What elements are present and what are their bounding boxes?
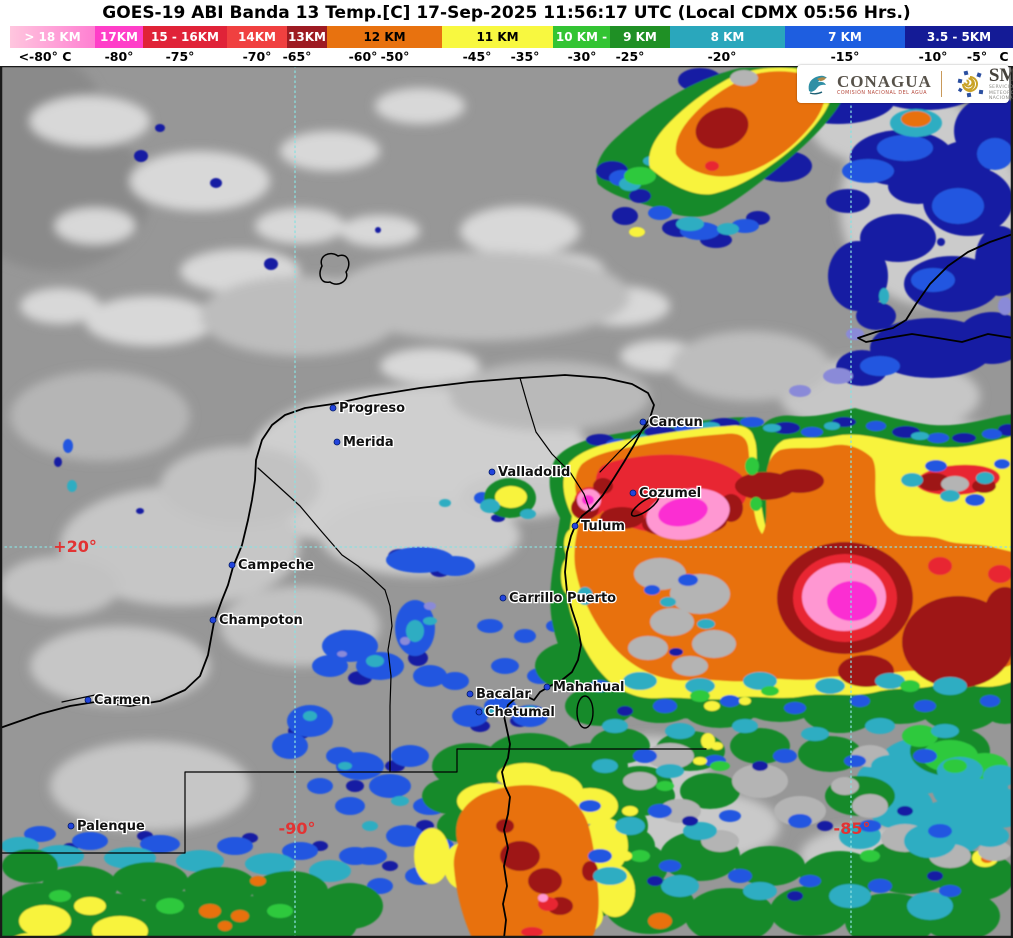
legend-segment: 7 KM xyxy=(785,26,905,48)
temp-label: -20° xyxy=(707,49,737,64)
satellite-image: +20° -90° -85° Progreso Merida Valladolid Can… xyxy=(0,66,1013,938)
conagua-wordmark: CONAGUA xyxy=(837,71,932,91)
city-label: Carrillo Puerto xyxy=(509,591,616,606)
city-dot xyxy=(228,561,236,569)
temp-label: -30° xyxy=(567,49,597,64)
conagua-subtitle: COMISIÓN NACIONAL DEL AGUA xyxy=(837,90,928,96)
cloud-height-fields xyxy=(0,66,1013,938)
temperature-scale: <-80° C -80° -75° -70° -65° -60° -50° -45° -35° -… xyxy=(0,48,1013,66)
city-label: Chetumal xyxy=(485,705,555,720)
city-dot xyxy=(329,404,337,412)
smn-subtitle: SERVICIOMETEOROLÓGICONACIONAL xyxy=(988,85,1013,102)
city-labels: Progreso Merida Valladolid Cancun Cozumel Tul… xyxy=(67,400,704,835)
city-label: Champoton xyxy=(219,613,303,628)
coord-label: +20° xyxy=(53,537,97,556)
temp-label: -50° xyxy=(380,49,410,64)
map-frame xyxy=(0,66,1013,938)
city-label: Mahahual xyxy=(553,680,624,695)
temp-label: -10° xyxy=(918,49,948,64)
city-label: Cancun xyxy=(649,415,703,430)
coord-label: -85° xyxy=(834,819,871,838)
temp-label: -75° xyxy=(165,49,195,64)
temp-label: <-80° C xyxy=(18,49,72,64)
temp-label: -25° xyxy=(615,49,645,64)
temp-label: -80° xyxy=(104,49,134,64)
city-label: Palenque xyxy=(77,819,145,834)
city-label: Campeche xyxy=(238,558,314,573)
city-dot xyxy=(629,489,637,497)
temp-label: C xyxy=(999,49,1009,64)
city-dot xyxy=(639,418,647,426)
city-dot xyxy=(543,683,551,691)
city-dot xyxy=(475,708,483,716)
legend-segment: 9 KM xyxy=(610,26,670,48)
temp-label: -70° xyxy=(242,49,272,64)
city-label: Progreso xyxy=(339,401,405,416)
city-label: Merida xyxy=(343,435,394,450)
city-dot xyxy=(466,690,474,698)
city-dot xyxy=(571,522,579,530)
legend-segment: 12 KM xyxy=(327,26,442,48)
legend-segment: 17KM xyxy=(95,26,143,48)
smn-icon xyxy=(957,70,984,98)
coordinate-labels: +20° -90° -85° xyxy=(53,537,870,838)
map-canvas: +20° -90° -85° Progreso Merida Valladolid Can… xyxy=(0,66,1013,938)
legend-segment: 8 KM xyxy=(670,26,785,48)
city-label: Bacalar xyxy=(476,687,531,702)
temp-label: -45° xyxy=(462,49,492,64)
legend-segment: 10 KM - xyxy=(553,26,610,48)
temp-label: -65° xyxy=(282,49,312,64)
temp-label: -15° xyxy=(830,49,860,64)
lat-lon-gridlines xyxy=(0,66,1013,938)
logo-divider xyxy=(940,71,942,97)
conagua-icon xyxy=(808,75,827,95)
temp-label: -35° xyxy=(510,49,540,64)
city-dot xyxy=(209,616,217,624)
legend-segment: > 18 KM xyxy=(10,26,95,48)
height-color-legend: > 18 KM 17KM 15 - 16KM 14KM 13KM 12 KM 11 KM 10… xyxy=(0,26,1013,48)
city-label: Cozumel xyxy=(639,486,701,501)
legend-segment: 14KM xyxy=(227,26,287,48)
legend-segment: 13KM xyxy=(287,26,327,48)
city-dot xyxy=(67,822,75,830)
city-dot xyxy=(499,594,507,602)
city-label: Tulum xyxy=(581,519,625,534)
city-label: Valladolid xyxy=(498,465,570,480)
agency-logo-card: CONAGUA COMISIÓN NACIONAL DEL AGUA SMN S… xyxy=(797,65,1013,103)
coastlines-borders xyxy=(0,233,1013,938)
city-dot xyxy=(84,696,92,704)
legend-segment: 15 - 16KM xyxy=(143,26,227,48)
city-dot xyxy=(488,468,496,476)
page-title: GOES-19 ABI Banda 13 Temp.[C] 17-Sep-202… xyxy=(102,3,911,23)
temp-label: -60° xyxy=(348,49,378,64)
smn-wordmark: SMN xyxy=(988,65,1013,87)
city-dot xyxy=(333,438,341,446)
city-label: Carmen xyxy=(94,693,150,708)
legend-segment: 3.5 - 5KM xyxy=(905,26,1013,48)
coord-label: -90° xyxy=(279,819,316,838)
legend-segment: 11 KM xyxy=(442,26,553,48)
temp-label: -5° xyxy=(966,49,988,64)
